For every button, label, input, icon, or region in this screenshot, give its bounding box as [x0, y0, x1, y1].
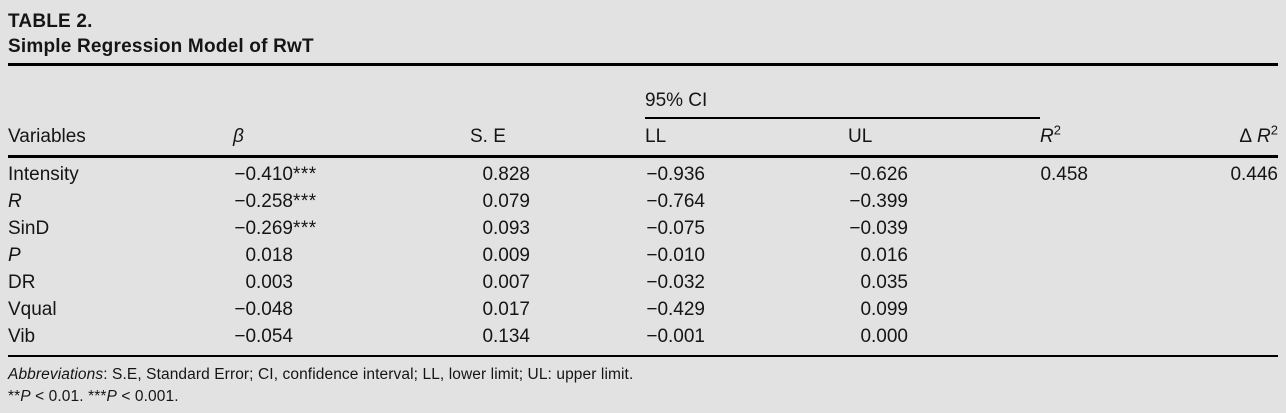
- footnotes: Abbreviations: S.E, Standard Error; CI, …: [8, 364, 1278, 408]
- delta-r2-cell: [1190, 323, 1278, 350]
- delta-r2-cell: [1190, 296, 1278, 323]
- table-label: TABLE 2.: [8, 11, 93, 32]
- col-header-r2: R2: [1040, 118, 1190, 158]
- table-row-vib: Vib −0.054 0.134 −0.001 0.000: [8, 323, 1278, 350]
- r2-cell: [1040, 296, 1190, 323]
- col-header-ul: UL: [848, 118, 1040, 158]
- delta-r2-cell: [1190, 269, 1278, 296]
- ul-cell: −0.399: [849, 190, 908, 212]
- ci-spanner: 95% CI: [645, 66, 1040, 119]
- variable-label: Intensity: [8, 163, 79, 185]
- r2-cell: [1040, 215, 1190, 242]
- ci-spanner-label: 95% CI: [645, 90, 708, 111]
- r2-cell: 0.458: [1040, 163, 1088, 185]
- ll-cell: −0.010: [646, 244, 705, 266]
- table-row-r: R −0.258*** 0.079 −0.764 −0.399: [8, 188, 1278, 215]
- ci-spanner-row: 95% CI: [8, 66, 1278, 119]
- beta-cell: 0.003: [245, 271, 293, 293]
- ll-cell: −0.001: [646, 325, 705, 347]
- table-row-intensity: Intensity −0.410*** 0.828 −0.936 −0.626 …: [8, 157, 1278, 189]
- variable-label: Vib: [8, 325, 36, 347]
- se-cell: 0.079: [482, 190, 530, 212]
- variable-label: SinD: [8, 217, 50, 239]
- se-cell: 0.093: [482, 217, 530, 239]
- r2-cell: [1040, 242, 1190, 269]
- se-cell: 0.828: [482, 163, 530, 185]
- regression-table: 95% CI Variables β S. E LL UL R2 Δ R2 Int…: [8, 66, 1278, 350]
- variable-label: P: [8, 244, 21, 266]
- delta-r2-cell: 0.446: [1230, 163, 1278, 185]
- col-header-ll: LL: [645, 118, 848, 158]
- se-cell: 0.017: [482, 298, 530, 320]
- ll-cell: −0.429: [646, 298, 705, 320]
- ll-cell: −0.032: [646, 271, 705, 293]
- spanner-spacer-left: [8, 66, 645, 118]
- column-header-row: Variables β S. E LL UL R2 Δ R2: [8, 118, 1278, 158]
- beta-cell: 0.018: [245, 244, 293, 266]
- variable-label: Vqual: [8, 298, 57, 320]
- r2-cell: [1040, 269, 1190, 296]
- ll-cell: −0.075: [646, 217, 705, 239]
- ul-cell: 0.035: [860, 271, 908, 293]
- variable-label: R: [8, 190, 22, 212]
- table-row-vqual: Vqual −0.048 0.017 −0.429 0.099: [8, 296, 1278, 323]
- table-row-sind: SinD −0.269*** 0.093 −0.075 −0.039: [8, 215, 1278, 242]
- ll-cell: −0.936: [646, 163, 705, 185]
- col-header-variables: Variables: [8, 118, 233, 158]
- col-header-delta-r2: Δ R2: [1190, 118, 1278, 158]
- beta-cell: −0.410***: [234, 163, 317, 185]
- r2-cell: [1040, 188, 1190, 215]
- delta-r2-cell: [1190, 215, 1278, 242]
- spanner-spacer-right: [1040, 66, 1278, 118]
- beta-cell: −0.258***: [234, 190, 317, 212]
- se-cell: 0.007: [482, 271, 530, 293]
- se-cell: 0.134: [482, 325, 530, 347]
- delta-r2-cell: [1190, 242, 1278, 269]
- beta-cell: −0.048: [234, 298, 293, 320]
- table-row-p: P 0.018 0.009 −0.010 0.016: [8, 242, 1278, 269]
- title-rule: [8, 63, 1278, 66]
- ul-cell: 0.099: [860, 298, 908, 320]
- ul-cell: −0.626: [849, 163, 908, 185]
- col-header-beta: β: [233, 118, 470, 158]
- bottom-rule: [8, 355, 1278, 357]
- delta-r2-cell: [1190, 188, 1278, 215]
- table-title: Simple Regression Model of RwT: [8, 36, 314, 57]
- ul-cell: −0.039: [849, 217, 908, 239]
- ul-cell: 0.016: [860, 244, 908, 266]
- col-header-se: S. E: [470, 118, 645, 158]
- beta-cell: −0.054: [234, 325, 293, 347]
- se-cell: 0.009: [482, 244, 530, 266]
- abbreviations-note: Abbreviations: S.E, Standard Error; CI, …: [8, 366, 634, 383]
- table-row-dr: DR 0.003 0.007 −0.032 0.035: [8, 269, 1278, 296]
- significance-note: **P < 0.01. ***P < 0.001.: [8, 388, 179, 405]
- variable-label: DR: [8, 271, 36, 293]
- r2-cell: [1040, 323, 1190, 350]
- beta-cell: −0.269***: [234, 217, 317, 239]
- ul-cell: 0.000: [860, 325, 908, 347]
- ll-cell: −0.764: [646, 190, 705, 212]
